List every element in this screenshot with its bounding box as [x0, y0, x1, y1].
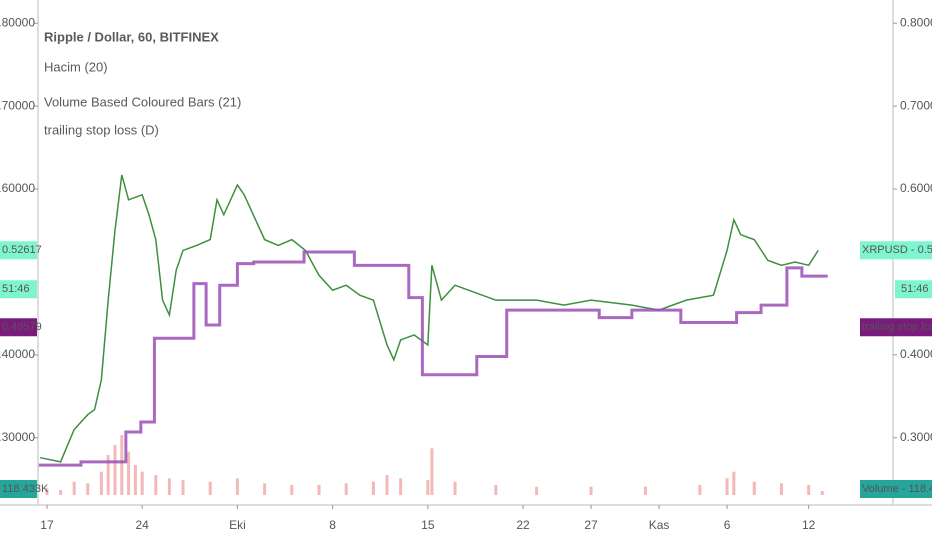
volume-bar [385, 475, 389, 495]
y-tick-label: 0.60000 [900, 181, 932, 195]
volume-bar [820, 491, 824, 495]
x-tick-label: Kas [649, 518, 670, 532]
countdown: 51:46 [901, 283, 929, 295]
volume-bar [154, 475, 158, 495]
volume-tag-bg [0, 480, 37, 498]
volume-bar [133, 465, 137, 495]
volume-bar [779, 483, 783, 495]
volume-bar [290, 485, 294, 495]
y-tick-label: 0.80000 [0, 15, 35, 29]
volume-bar [208, 481, 212, 495]
volume-bar [235, 478, 239, 495]
trailing-stop-line [38, 250, 828, 467]
volume-bar [807, 485, 811, 495]
volume-bar [120, 435, 124, 495]
price-line [40, 174, 819, 463]
x-tick-label: 8 [329, 518, 336, 532]
x-tick-label: 15 [421, 518, 435, 532]
x-tick-label: Eki [229, 518, 246, 532]
volume-bar [453, 481, 457, 495]
volume-bar [113, 445, 117, 495]
x-tick-label: 17 [40, 518, 54, 532]
countdown-bg [0, 280, 37, 299]
volume-bar [127, 451, 131, 495]
y-tick-label: 0.70000 [900, 98, 932, 112]
x-tick-label: 22 [516, 518, 530, 532]
stop-tag-bg [0, 318, 37, 337]
price-tag-bg [860, 241, 932, 260]
volume-bar [72, 481, 76, 495]
plot [38, 174, 828, 495]
volume-bar [140, 471, 144, 495]
volume-bar [426, 480, 430, 495]
price-tag-bg [0, 241, 37, 260]
volume-bar [344, 483, 348, 495]
volume-bar [106, 455, 110, 495]
countdown: 51:46 [2, 283, 30, 295]
y-tick-label: 0.60000 [0, 181, 35, 195]
stop-tag-label: 0.49579 [2, 321, 42, 333]
volume-bar [167, 478, 171, 495]
y-tick-label: 0.40000 [900, 347, 932, 361]
y-tick-label: 0.30000 [900, 430, 932, 444]
volume-tag-label: 118.433K [2, 483, 49, 495]
volume-tag-label: Volume - 118.433K [862, 483, 932, 495]
volume-bar [725, 478, 729, 495]
stop-tag-label: trailing stop loss - 0.49579 [862, 321, 932, 333]
volume-bar [45, 488, 49, 495]
indicator-label: trailing stop loss (D) [44, 122, 159, 137]
volume-bar [698, 485, 702, 495]
x-tick-label: 6 [724, 518, 731, 532]
y-tick-label: 0.80000 [900, 15, 932, 29]
price-tag-label: XRPUSD - 0.52617 [862, 244, 932, 256]
volume-bar [430, 448, 434, 495]
volume-bar [589, 486, 593, 495]
indicator-label: Hacim (20) [44, 59, 108, 74]
volume-bar [86, 483, 90, 495]
x-tick-label: 24 [136, 518, 150, 532]
volume-bar [732, 471, 736, 495]
volume-bar [371, 481, 375, 495]
volume-bar [181, 480, 185, 495]
price-tag-label: 0.52617 [2, 244, 42, 256]
volume-bar [752, 481, 756, 495]
x-tick-label: 27 [584, 518, 598, 532]
volume-bar [99, 471, 103, 495]
volume-tag-bg [860, 480, 932, 498]
volume-bar [263, 483, 267, 495]
volume-bar [317, 485, 321, 495]
volume-bar [59, 490, 63, 495]
volume-bar [399, 478, 403, 495]
chart-title: Ripple / Dollar, 60, BITFINEX [44, 29, 219, 44]
x-tick-label: 12 [802, 518, 816, 532]
volume-bar [643, 486, 647, 495]
y-tick-label: 0.70000 [0, 98, 35, 112]
indicator-label: Volume Based Coloured Bars (21) [44, 94, 241, 109]
volume-bar [535, 486, 539, 495]
countdown-bg [895, 280, 932, 299]
volume-bar [494, 485, 498, 495]
y-tick-label: 0.40000 [0, 347, 35, 361]
y-tick-label: 0.30000 [0, 430, 35, 444]
stop-tag-bg [860, 318, 932, 337]
